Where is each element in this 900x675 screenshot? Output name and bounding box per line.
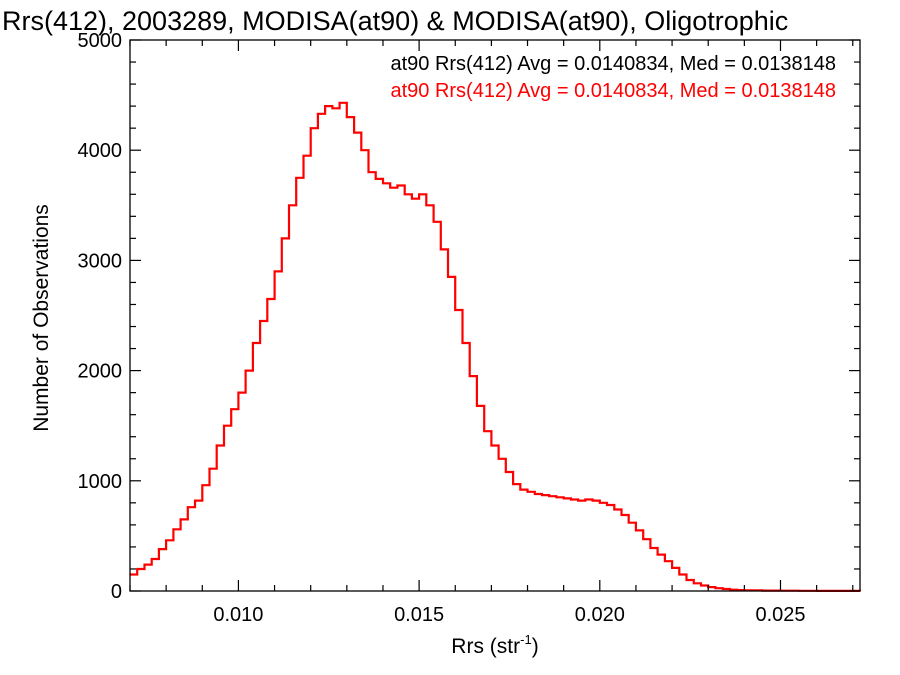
legend-entry-red: at90 Rrs(412) Avg = 0.0140834, Med = 0.0… bbox=[390, 80, 836, 102]
x-tick-label: 0.020 bbox=[575, 604, 625, 626]
y-tick-label: 5000 bbox=[78, 30, 123, 52]
y-tick-label: 2000 bbox=[78, 361, 123, 383]
x-axis-label: Rrs (str-1) bbox=[451, 632, 538, 658]
y-tick-label: 0 bbox=[111, 581, 122, 603]
x-axis-ticks: 0.010 0.015 0.020 0.025 bbox=[129, 40, 854, 626]
series-line-0 bbox=[130, 101, 862, 592]
y-tick-label: 4000 bbox=[78, 140, 123, 162]
y-axis-ticks: 0 1000 2000 3000 4000 5000 bbox=[78, 30, 860, 603]
x-axis-label-close: ) bbox=[532, 635, 539, 658]
y-tick-label: 1000 bbox=[78, 471, 123, 493]
plot-area bbox=[129, 39, 862, 592]
x-tick-label: 0.010 bbox=[213, 604, 263, 626]
plot-frame bbox=[129, 39, 861, 592]
y-axis-label: Number of Observations bbox=[30, 204, 53, 432]
x-tick-label: 0.025 bbox=[755, 604, 805, 626]
x-tick-label: 0.015 bbox=[394, 604, 444, 626]
y-tick-label: 3000 bbox=[78, 250, 123, 272]
legend-entry-black: at90 Rrs(412) Avg = 0.0140834, Med = 0.0… bbox=[390, 53, 836, 75]
chart-title: Rrs(412), 2003289, MODISA(at90) & MODISA… bbox=[2, 6, 788, 36]
x-axis-label-main: Rrs (str bbox=[451, 635, 520, 658]
x-axis-label-superscript: -1 bbox=[520, 632, 532, 647]
